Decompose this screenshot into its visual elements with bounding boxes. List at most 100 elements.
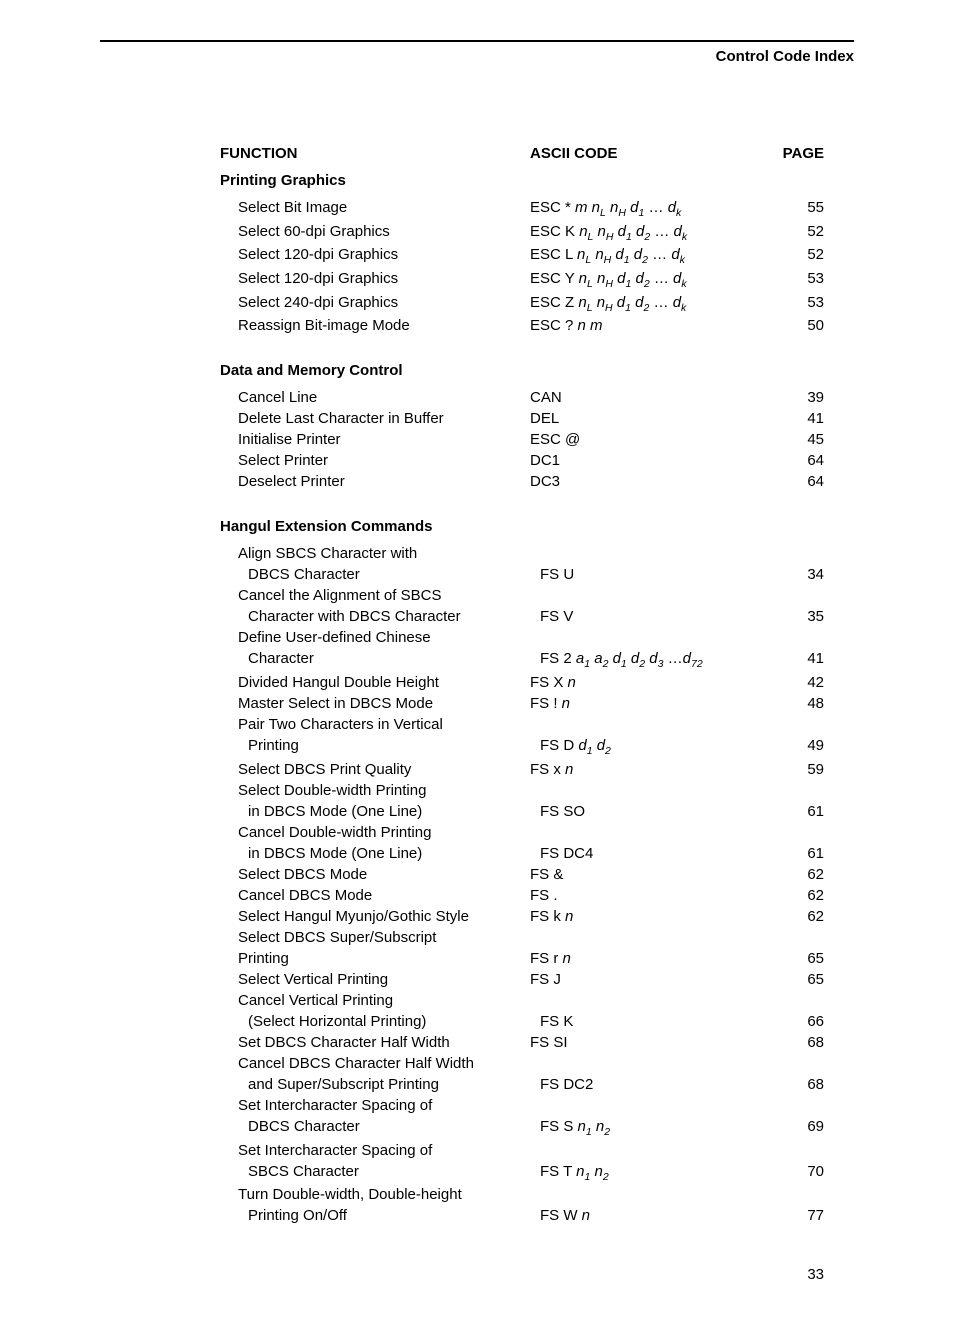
cell-page: 50 — [750, 315, 824, 336]
cell-ascii: FS r n — [530, 948, 750, 969]
cell-page — [750, 543, 824, 564]
cell-ascii: ESC Z nL nH d1 d2 … dk — [530, 292, 750, 316]
table-row: Delete Last Character in BufferDEL41 — [238, 408, 824, 429]
cell-ascii: FS k n — [530, 906, 750, 927]
table-row: Define User-defined Chinese — [238, 627, 824, 648]
table-row: Printing On/OffFS W n77 — [238, 1205, 824, 1226]
page-container: Control Code Index FUNCTION ASCII CODE P… — [0, 0, 954, 1323]
cell-function: Select Double-width Printing — [238, 780, 530, 801]
cell-function: Select DBCS Super/Subscript — [238, 927, 530, 948]
cell-ascii — [530, 927, 750, 948]
cell-ascii: ESC Y nL nH d1 d2 … dk — [530, 268, 750, 292]
cell-page: 61 — [760, 801, 824, 822]
cell-page — [750, 990, 824, 1011]
cell-page: 52 — [750, 244, 824, 268]
header-rule — [100, 40, 854, 42]
table-row: DBCS CharacterFS S n1 n269 — [238, 1116, 824, 1140]
cell-function: Select 120-dpi Graphics — [238, 244, 530, 268]
table-row: in DBCS Mode (One Line)FS DC461 — [238, 843, 824, 864]
cell-ascii: FS K — [540, 1011, 760, 1032]
cell-ascii: FS ! n — [530, 693, 750, 714]
cell-function: Select 240-dpi Graphics — [238, 292, 530, 316]
cell-ascii: FS X n — [530, 672, 750, 693]
cell-function: Character — [238, 648, 540, 672]
cell-page: 66 — [760, 1011, 824, 1032]
cell-ascii — [530, 822, 750, 843]
cell-ascii: ESC L nL nH d1 d2 … dk — [530, 244, 750, 268]
cell-function: Cancel Double-width Printing — [238, 822, 530, 843]
cell-ascii: FS & — [530, 864, 750, 885]
cell-page: 65 — [750, 969, 824, 990]
cell-function: Cancel the Alignment of SBCS — [238, 585, 530, 606]
cell-ascii — [530, 543, 750, 564]
cell-ascii — [530, 627, 750, 648]
cell-page — [750, 1095, 824, 1116]
cell-ascii: FS V — [540, 606, 760, 627]
table-row: Set Intercharacter Spacing of — [238, 1095, 824, 1116]
cell-ascii: ESC ? n m — [530, 315, 750, 336]
cell-ascii: FS SI — [530, 1032, 750, 1053]
cell-function: Select Hangul Myunjo/Gothic Style — [238, 906, 530, 927]
cell-ascii — [530, 714, 750, 735]
cell-page: 65 — [750, 948, 824, 969]
cell-ascii: FS DC4 — [540, 843, 760, 864]
cell-page: 34 — [760, 564, 824, 585]
table-row: PrintingFS D d1 d249 — [238, 735, 824, 759]
cell-ascii: DEL — [530, 408, 750, 429]
col-header-ascii: ASCII CODE — [530, 145, 750, 162]
cell-function: SBCS Character — [238, 1161, 540, 1185]
cell-page: 70 — [760, 1161, 824, 1185]
sections-host: Printing Graphics Select Bit ImageESC * m… — [220, 172, 824, 1226]
cell-page: 42 — [750, 672, 824, 693]
cell-page: 52 — [750, 221, 824, 245]
cell-page: 59 — [750, 759, 824, 780]
table-row: Cancel DBCS ModeFS .62 — [238, 885, 824, 906]
table-row: Select Vertical PrintingFS J65 — [238, 969, 824, 990]
section-title: Hangul Extension Commands — [220, 518, 824, 535]
cell-function: Cancel Vertical Printing — [238, 990, 530, 1011]
cell-ascii: ESC * m nL nH d1 … dk — [530, 197, 750, 221]
table-row: Select 240-dpi GraphicsESC Z nL nH d1 d2… — [238, 292, 824, 316]
table-row: Select Bit ImageESC * m nL nH d1 … dk55 — [238, 197, 824, 221]
content-area: FUNCTION ASCII CODE PAGE Printing Graphi… — [220, 145, 824, 1226]
cell-function: Reassign Bit-image Mode — [238, 315, 530, 336]
cell-function: Initialise Printer — [238, 429, 530, 450]
cell-page — [750, 1184, 824, 1205]
table-row: Select Hangul Myunjo/Gothic StyleFS k n6… — [238, 906, 824, 927]
cell-ascii: ESC K nL nH d1 d2 … dk — [530, 221, 750, 245]
cell-function: Select Vertical Printing — [238, 969, 530, 990]
table-row: CharacterFS 2 a1 a2 d1 d2 d3 …d7241 — [238, 648, 824, 672]
cell-ascii: FS W n — [540, 1205, 760, 1226]
cell-page: 48 — [750, 693, 824, 714]
cell-ascii — [530, 1095, 750, 1116]
table-row: in DBCS Mode (One Line)FS SO61 — [238, 801, 824, 822]
table-row: Select PrinterDC164 — [238, 450, 824, 471]
cell-page: 64 — [750, 471, 824, 492]
cell-function: DBCS Character — [238, 1116, 540, 1140]
cell-function: Cancel DBCS Mode — [238, 885, 530, 906]
cell-function: Cancel DBCS Character Half Width — [238, 1053, 530, 1074]
cell-ascii: DC1 — [530, 450, 750, 471]
cell-function: Select Printer — [238, 450, 530, 471]
cell-page: 35 — [760, 606, 824, 627]
table-row: Reassign Bit-image ModeESC ? n m50 — [238, 315, 824, 336]
cell-ascii — [530, 1053, 750, 1074]
table-row: Pair Two Characters in Vertical — [238, 714, 824, 735]
cell-page: 69 — [760, 1116, 824, 1140]
cell-function: Align SBCS Character with — [238, 543, 530, 564]
cell-page: 77 — [760, 1205, 824, 1226]
table-row: Select DBCS Print QualityFS x n59 — [238, 759, 824, 780]
cell-function: in DBCS Mode (One Line) — [238, 801, 540, 822]
cell-function: Select Bit Image — [238, 197, 530, 221]
table-row: Divided Hangul Double HeightFS X n42 — [238, 672, 824, 693]
cell-page — [750, 585, 824, 606]
cell-page — [750, 822, 824, 843]
cell-page: 41 — [750, 408, 824, 429]
cell-function: Printing On/Off — [238, 1205, 540, 1226]
table-row: Turn Double-width, Double-height — [238, 1184, 824, 1205]
cell-page: 45 — [750, 429, 824, 450]
section-title: Printing Graphics — [220, 172, 824, 189]
cell-ascii: FS 2 a1 a2 d1 d2 d3 …d72 — [540, 648, 760, 672]
cell-page — [750, 780, 824, 801]
table-row: Align SBCS Character with — [238, 543, 824, 564]
